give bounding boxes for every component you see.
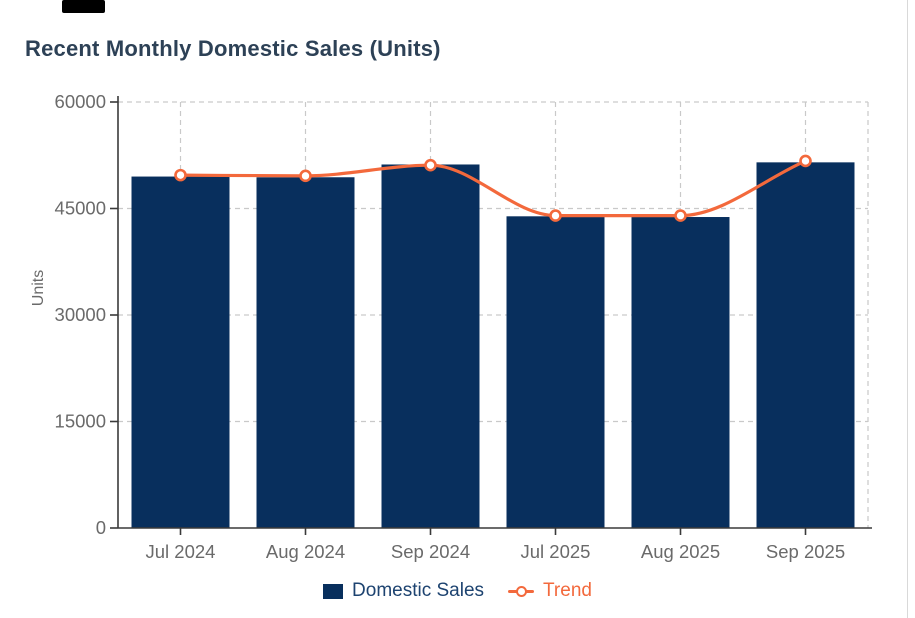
y-tick-label-0: 0 <box>96 517 106 538</box>
domestic-sales-swatch-icon <box>323 583 344 599</box>
y-tick-label-45000: 45000 <box>55 198 106 219</box>
x-tick-label-sep-2025: Sep 2025 <box>766 541 845 562</box>
legend-label-trend: Trend <box>543 580 592 601</box>
trend-marker-aug-2025[interactable] <box>674 209 687 222</box>
bar-aug-2024[interactable] <box>256 177 355 528</box>
legend-item-trend[interactable]: Trend <box>508 580 592 602</box>
trend-marker-sep-2024[interactable] <box>424 158 437 172</box>
x-tick-label-aug-2025: Aug 2025 <box>641 541 720 562</box>
legend-item-domestic-sales[interactable]: Domestic Sales <box>323 580 484 602</box>
x-tick-label-jul-2025: Jul 2025 <box>521 541 591 562</box>
bar-jul-2024[interactable] <box>131 176 230 529</box>
y-tick-label-60000: 60000 <box>55 91 106 112</box>
trend-marker-sep-2025[interactable] <box>799 154 812 168</box>
bar-sep-2024[interactable] <box>381 164 480 529</box>
x-tick-label-sep-2024: Sep 2024 <box>391 541 470 562</box>
legend: Domestic Sales Trend <box>0 580 915 602</box>
x-tick-label-aug-2024: Aug 2024 <box>266 541 345 562</box>
x-tick-label-jul-2024: Jul 2024 <box>146 541 216 562</box>
y-tick-label-30000: 30000 <box>55 304 106 325</box>
trend-glyph-circle <box>516 586 528 597</box>
trend-marker-aug-2024[interactable] <box>299 169 312 183</box>
trend-line-marker-icon <box>508 585 535 597</box>
bar-jul-2025[interactable] <box>506 216 605 528</box>
bar-sep-2025[interactable] <box>756 162 855 528</box>
chart-title: Recent Monthly Domestic Sales (Units) <box>25 36 441 61</box>
card-right-border <box>907 0 908 618</box>
y-tick-label-15000: 15000 <box>55 411 106 432</box>
top-black-bar <box>62 0 105 13</box>
legend-label-domestic-sales: Domestic Sales <box>352 580 485 601</box>
trend-line <box>178 159 808 218</box>
trend-marker-jul-2025[interactable] <box>549 209 562 222</box>
bar-aug-2025[interactable] <box>631 217 730 528</box>
trend-marker-jul-2024[interactable] <box>174 168 187 182</box>
